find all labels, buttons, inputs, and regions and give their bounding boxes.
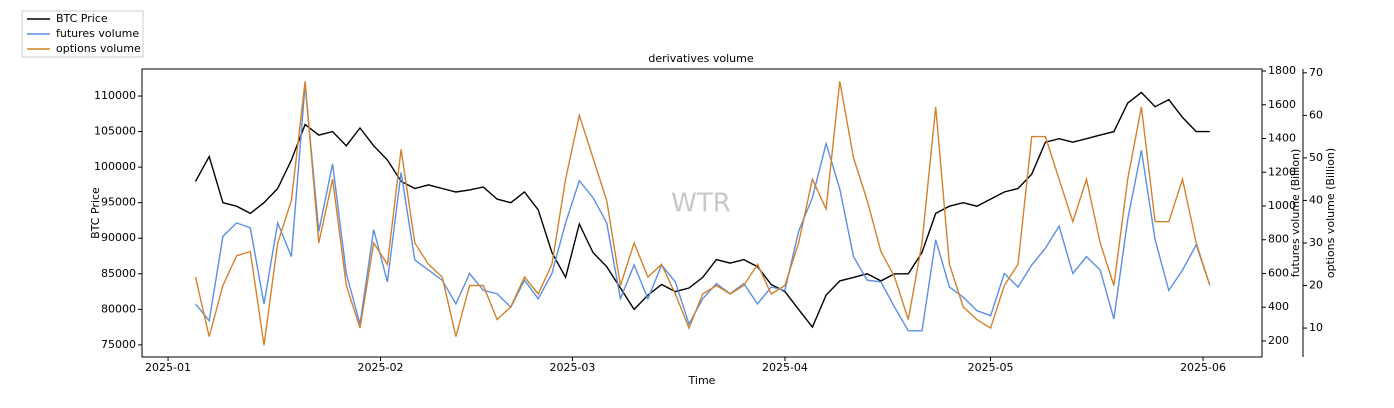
legend-label: futures volume xyxy=(56,27,139,40)
y3-tick-label: 70 xyxy=(1309,66,1323,79)
y2-tick-label: 1800 xyxy=(1268,64,1296,77)
y3-tick-label: 10 xyxy=(1309,321,1323,334)
y2-tick-label: 200 xyxy=(1268,334,1289,347)
y2-tick-label: 1000 xyxy=(1268,199,1296,212)
y-axis-label: BTC Price xyxy=(89,187,102,239)
watermark: WTR xyxy=(671,189,731,219)
legend-label: options volume xyxy=(56,42,141,55)
x-tick-label: 2025-03 xyxy=(549,361,595,374)
y2-axis-label: futures volume (Billion) xyxy=(1289,149,1302,278)
y-tick-label: 85000 xyxy=(101,267,136,280)
y2-tick-label: 600 xyxy=(1268,266,1289,279)
y-tick-label: 75000 xyxy=(101,338,136,351)
y3-axis-label: options volume (Billion) xyxy=(1324,148,1337,278)
y2-tick-label: 1400 xyxy=(1268,132,1296,145)
x-axis-label: Time xyxy=(688,374,716,387)
y2-tick-label: 800 xyxy=(1268,233,1289,246)
y3-tick-label: 20 xyxy=(1309,279,1323,292)
plot-frame xyxy=(141,68,1263,358)
y3-tick-label: 40 xyxy=(1309,193,1323,206)
y-tick-label: 95000 xyxy=(101,196,136,209)
y-tick-label: 110000 xyxy=(94,89,136,102)
series-line xyxy=(194,84,1211,332)
series-line xyxy=(194,81,1211,346)
y2-tick-label: 400 xyxy=(1268,300,1289,313)
x-tick-label: 2025-04 xyxy=(762,361,808,374)
legend-label: BTC Price xyxy=(56,12,108,25)
y3-tick-label: 50 xyxy=(1309,151,1323,164)
y-tick-label: 100000 xyxy=(94,160,136,173)
y-tick-label: 105000 xyxy=(94,125,136,138)
y3-tick-label: 60 xyxy=(1309,108,1323,121)
y3-tick-label: 30 xyxy=(1309,236,1323,249)
x-tick-label: 2025-02 xyxy=(358,361,404,374)
y2-tick-label: 1600 xyxy=(1268,98,1296,111)
x-tick-label: 2025-06 xyxy=(1180,361,1226,374)
x-tick-label: 2025-05 xyxy=(968,361,1014,374)
y-tick-label: 80000 xyxy=(101,302,136,315)
y2-tick-label: 1200 xyxy=(1268,165,1296,178)
x-tick-label: 2025-01 xyxy=(145,361,191,374)
y-tick-label: 90000 xyxy=(101,231,136,244)
chart-title: derivatives volume xyxy=(648,52,753,65)
series-line xyxy=(194,91,1210,329)
